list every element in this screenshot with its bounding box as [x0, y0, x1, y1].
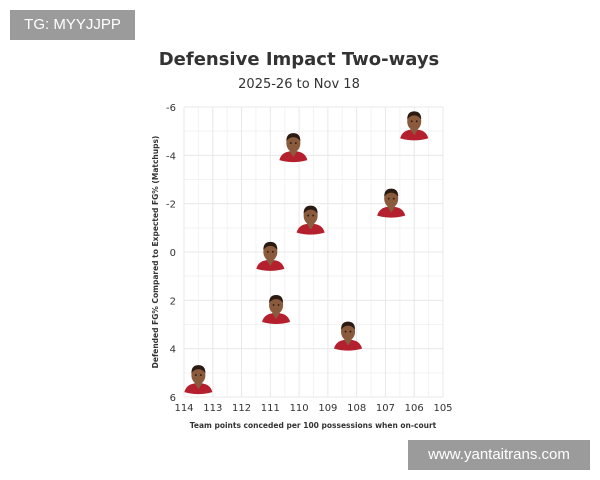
player-headshot-marker [400, 111, 429, 141]
right-eye [415, 120, 418, 123]
neck [194, 383, 203, 390]
neck [289, 151, 298, 158]
face [341, 322, 356, 341]
chart-title: Defensive Impact Two-ways [159, 49, 440, 70]
hair [263, 241, 278, 250]
left-eye [272, 304, 275, 306]
watermark-bottom-right: www.yantaitrans.com [408, 440, 590, 470]
face [263, 242, 278, 261]
left-eye [289, 142, 292, 144]
x-tick-label: 106 [405, 403, 424, 414]
right-eye [294, 142, 297, 144]
axis-ticks: 114 113 112 111 110 109 108 107 106 105 -6 -4 -2 0 2 4 6 [166, 103, 453, 414]
y-tick-label: 0 [170, 248, 176, 259]
neck [387, 206, 396, 213]
hair [286, 133, 301, 142]
right-eye [312, 214, 315, 217]
left-eye [194, 374, 197, 376]
face [384, 189, 399, 208]
player-headshot-marker [279, 133, 308, 163]
neck [272, 313, 281, 319]
hair [191, 365, 206, 374]
player-headshot-marker [334, 321, 363, 351]
face [303, 206, 318, 225]
player-headshot-marker [262, 295, 291, 324]
player-headshot-marker [256, 241, 285, 271]
grid [183, 106, 444, 398]
x-tick-label: 105 [433, 403, 452, 414]
chart-subtitle: 2025-26 to Nov 18 [238, 77, 360, 92]
x-tick-label: 107 [376, 403, 395, 414]
x-tick-label: 109 [318, 403, 337, 414]
y-tick-label: -2 [166, 200, 176, 211]
player-headshot-marker [184, 365, 213, 395]
x-tick-label: 111 [261, 403, 280, 414]
left-eye [387, 197, 390, 200]
left-eye [307, 214, 310, 217]
right-eye [271, 250, 274, 253]
neck [266, 259, 275, 266]
hair [269, 295, 284, 303]
x-tick-label: 112 [232, 403, 251, 414]
right-eye [277, 304, 280, 306]
hair [341, 321, 356, 330]
left-eye [266, 250, 269, 253]
y-tick-label: 2 [170, 296, 176, 307]
x-tick-label: 108 [347, 403, 366, 414]
face [286, 134, 301, 153]
y-tick-label: -4 [166, 151, 176, 162]
hair [407, 111, 422, 120]
x-tick-label: 113 [203, 403, 222, 414]
right-eye [392, 197, 395, 200]
y-tick-label: 6 [170, 393, 176, 404]
x-tick-label: 114 [174, 403, 193, 414]
y-tick-label: -6 [166, 103, 176, 114]
player-headshot-marker [296, 205, 325, 235]
watermark-top-left: TG: MYYJJPP [10, 10, 135, 40]
neck [344, 339, 353, 346]
right-eye [199, 374, 202, 376]
y-axis-label: Defended FG% Compared to Expected FG% (M… [151, 136, 160, 369]
neck [410, 129, 419, 136]
y-tick-label: 4 [170, 345, 176, 356]
face [269, 296, 284, 314]
data-points [184, 111, 429, 395]
left-eye [344, 330, 347, 333]
right-eye [349, 330, 352, 333]
hair [384, 188, 399, 197]
player-headshot-marker [377, 188, 406, 218]
x-axis-label: Team points conceded per 100 possessions… [190, 421, 437, 430]
left-eye [410, 120, 413, 123]
face [191, 366, 206, 385]
neck [306, 223, 315, 230]
x-tick-label: 110 [290, 403, 309, 414]
hair [303, 205, 318, 214]
face [407, 112, 422, 131]
